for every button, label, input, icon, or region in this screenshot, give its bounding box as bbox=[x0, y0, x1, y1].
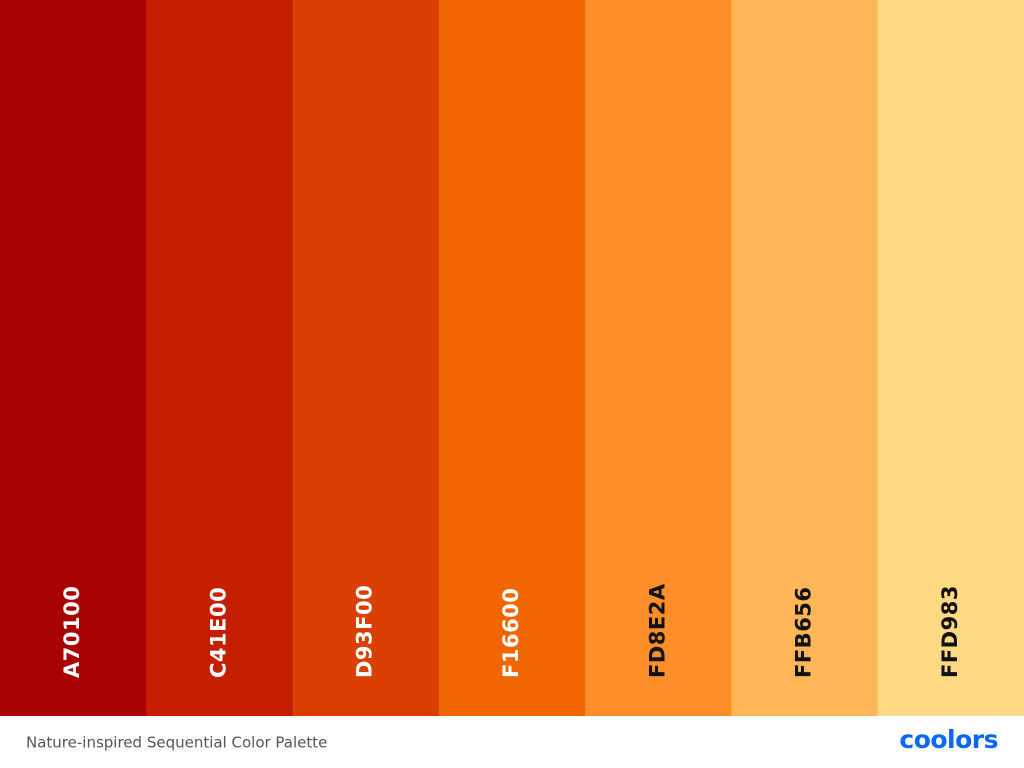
swatch bbox=[585, 0, 732, 716]
swatch bbox=[292, 0, 440, 716]
logo[interactable]: coolors bbox=[899, 725, 998, 754]
swatch-label: FFB656 bbox=[792, 586, 816, 678]
swatch-label: FD8E2A bbox=[645, 583, 669, 678]
swatch-label: A70100 bbox=[60, 586, 84, 678]
footer-title: Nature-inspired Sequential Color Palette bbox=[26, 734, 327, 752]
swatch bbox=[438, 0, 586, 716]
swatches: A70100 C41E00 D93F00 F16600 FD8E2A FFB656 FFD9… bbox=[0, 0, 1024, 716]
swatch bbox=[146, 0, 294, 716]
footer bbox=[0, 716, 1024, 768]
swatch-label: F16600 bbox=[499, 588, 523, 678]
swatch-label: C41E00 bbox=[206, 587, 230, 678]
swatch-label: FFD983 bbox=[938, 585, 962, 678]
swatch bbox=[877, 0, 1024, 716]
swatch bbox=[0, 0, 147, 716]
swatch bbox=[731, 0, 879, 716]
swatch-label: D93F00 bbox=[353, 585, 377, 678]
